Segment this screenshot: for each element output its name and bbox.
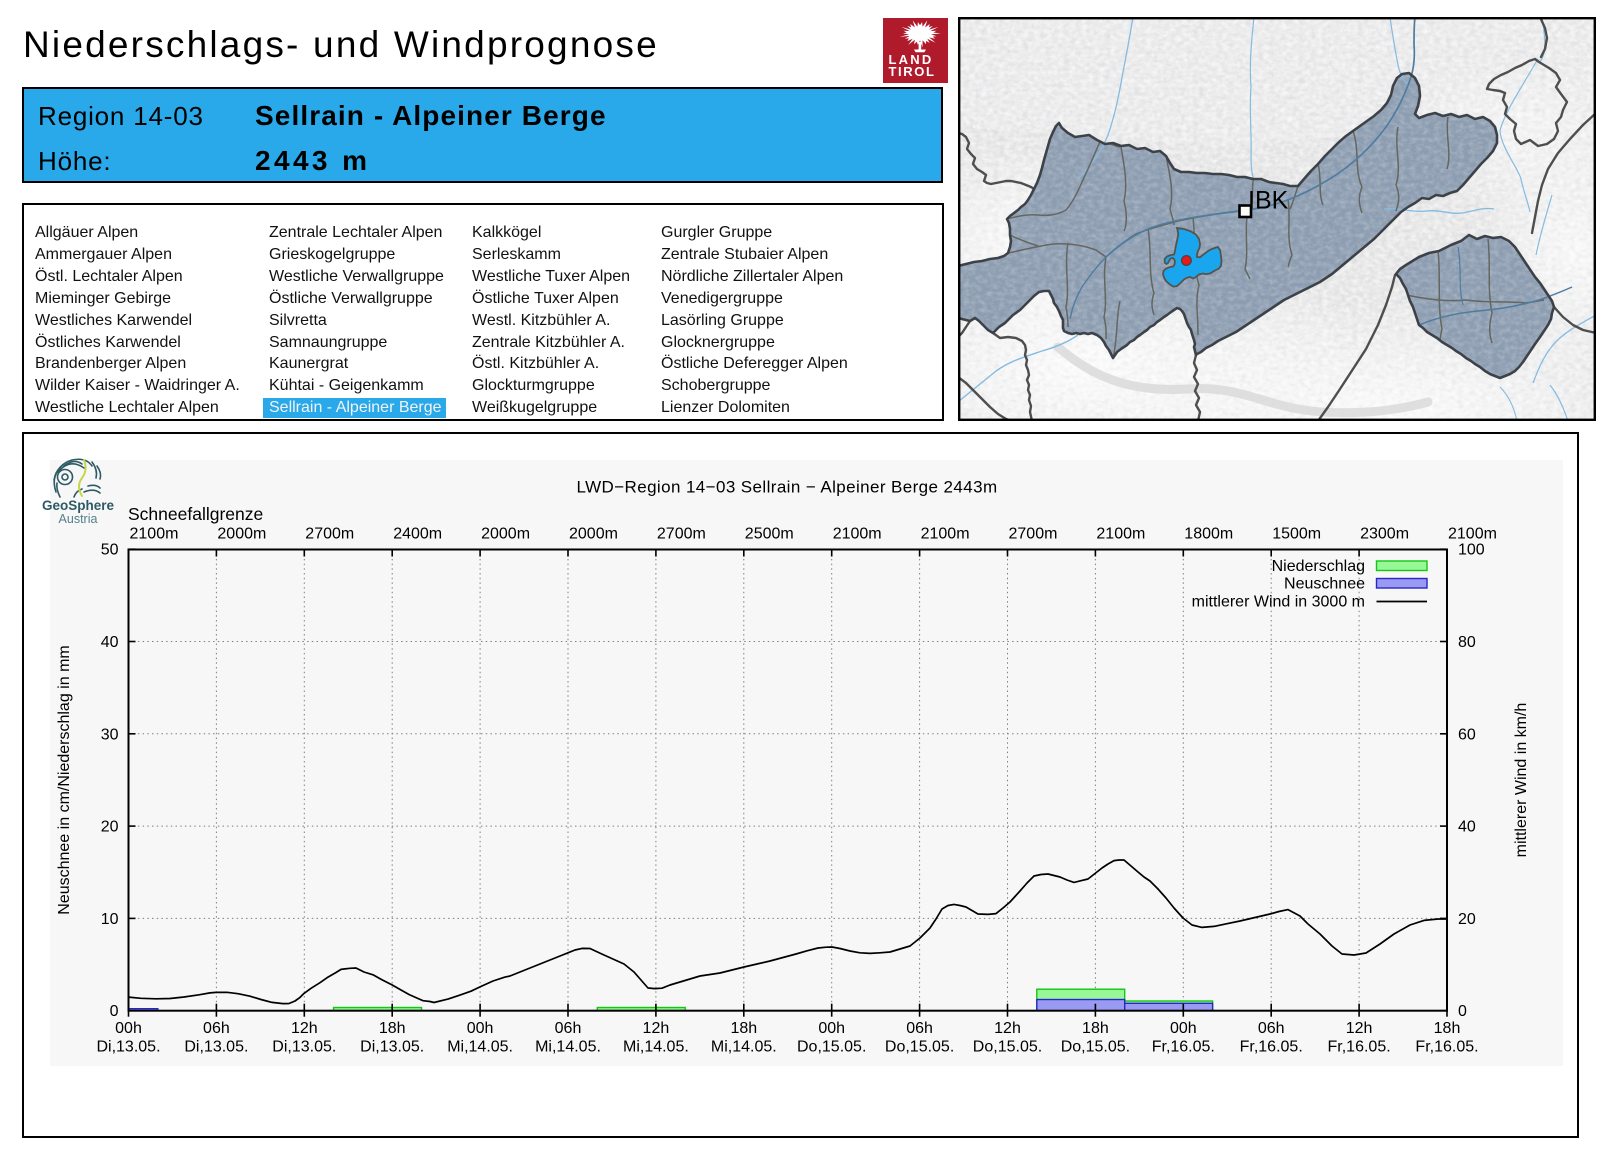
svg-text:LAND: LAND <box>889 52 934 67</box>
svg-text:Fr,16.05.: Fr,16.05. <box>1328 1039 1391 1056</box>
svg-text:Mi,14.05.: Mi,14.05. <box>623 1039 689 1056</box>
svg-text:Mi,14.05.: Mi,14.05. <box>535 1039 601 1056</box>
svg-text:2100m: 2100m <box>921 526 970 543</box>
svg-text:12h: 12h <box>291 1020 318 1037</box>
svg-text:Fr,16.05.: Fr,16.05. <box>1415 1039 1478 1056</box>
svg-text:1500m: 1500m <box>1272 526 1321 543</box>
svg-text:Fr,16.05.: Fr,16.05. <box>1152 1039 1215 1056</box>
svg-text:10: 10 <box>101 911 119 928</box>
svg-text:0: 0 <box>1458 1003 1467 1020</box>
svg-text:12h: 12h <box>643 1020 670 1037</box>
svg-text:TIROL: TIROL <box>889 64 936 79</box>
svg-text:IBK: IBK <box>1248 187 1289 215</box>
svg-text:2700m: 2700m <box>1009 526 1058 543</box>
svg-text:06h: 06h <box>555 1020 582 1037</box>
svg-text:2700m: 2700m <box>657 526 706 543</box>
svg-text:LWD−Region 14−03 Sellrain − Al: LWD−Region 14−03 Sellrain − Alpeiner Ber… <box>577 478 998 497</box>
svg-text:Di,13.05.: Di,13.05. <box>272 1039 336 1056</box>
svg-text:1800m: 1800m <box>1184 526 1233 543</box>
svg-text:Do,15.05.: Do,15.05. <box>797 1039 866 1056</box>
svg-text:80: 80 <box>1458 634 1476 651</box>
svg-text:30: 30 <box>101 726 119 743</box>
svg-text:20: 20 <box>101 819 119 836</box>
svg-text:18h: 18h <box>379 1020 406 1037</box>
svg-text:2300m: 2300m <box>1360 526 1409 543</box>
svg-text:Di,13.05.: Di,13.05. <box>360 1039 424 1056</box>
svg-text:18h: 18h <box>1082 1020 1109 1037</box>
svg-text:20: 20 <box>1458 911 1476 928</box>
svg-text:Do,15.05.: Do,15.05. <box>1061 1039 1130 1056</box>
svg-text:50: 50 <box>101 542 119 559</box>
svg-text:2100m: 2100m <box>833 526 882 543</box>
svg-text:2000m: 2000m <box>481 526 530 543</box>
svg-text:12h: 12h <box>994 1020 1021 1037</box>
svg-text:100: 100 <box>1458 542 1485 559</box>
svg-text:Di,13.05.: Di,13.05. <box>184 1039 248 1056</box>
svg-text:00h: 00h <box>1170 1020 1197 1037</box>
svg-text:06h: 06h <box>1258 1020 1285 1037</box>
svg-text:2700m: 2700m <box>305 526 354 543</box>
svg-text:Do,15.05.: Do,15.05. <box>973 1039 1042 1056</box>
svg-text:2100m: 2100m <box>1448 526 1497 543</box>
svg-text:2000m: 2000m <box>569 526 618 543</box>
svg-text:00h: 00h <box>115 1020 142 1037</box>
svg-text:Schneefallgrenze: Schneefallgrenze <box>128 504 263 524</box>
svg-text:18h: 18h <box>730 1020 757 1037</box>
svg-text:18h: 18h <box>1434 1020 1461 1037</box>
svg-text:0: 0 <box>110 1003 119 1020</box>
svg-text:00h: 00h <box>467 1020 494 1037</box>
svg-text:06h: 06h <box>203 1020 230 1037</box>
svg-text:Fr,16.05.: Fr,16.05. <box>1240 1039 1303 1056</box>
svg-text:2400m: 2400m <box>393 526 442 543</box>
svg-text:Di,13.05.: Di,13.05. <box>96 1039 160 1056</box>
svg-text:40: 40 <box>1458 819 1476 836</box>
svg-text:Mi,14.05.: Mi,14.05. <box>711 1039 777 1056</box>
svg-text:Niederschlag: Niederschlag <box>1272 558 1365 575</box>
svg-text:06h: 06h <box>906 1020 933 1037</box>
svg-text:mittlerer Wind in 3000 m: mittlerer Wind in 3000 m <box>1192 594 1365 611</box>
svg-text:2500m: 2500m <box>745 526 794 543</box>
svg-text:Neuschnee: Neuschnee <box>1284 576 1365 593</box>
svg-text:Mi,14.05.: Mi,14.05. <box>447 1039 513 1056</box>
svg-text:Do,15.05.: Do,15.05. <box>885 1039 954 1056</box>
svg-text:2100m: 2100m <box>130 526 179 543</box>
svg-text:2000m: 2000m <box>217 526 266 543</box>
svg-text:mittlerer Wind in km/h: mittlerer Wind in km/h <box>1513 703 1530 858</box>
svg-text:2100m: 2100m <box>1096 526 1145 543</box>
svg-text:Neuschnee in cm/Niederschlag i: Neuschnee in cm/Niederschlag in mm <box>56 645 73 914</box>
svg-text:Austria: Austria <box>59 512 98 526</box>
svg-text:60: 60 <box>1458 726 1476 743</box>
svg-text:12h: 12h <box>1346 1020 1373 1037</box>
svg-text:40: 40 <box>101 634 119 651</box>
svg-text:GeoSphere: GeoSphere <box>42 498 115 513</box>
svg-text:00h: 00h <box>818 1020 845 1037</box>
